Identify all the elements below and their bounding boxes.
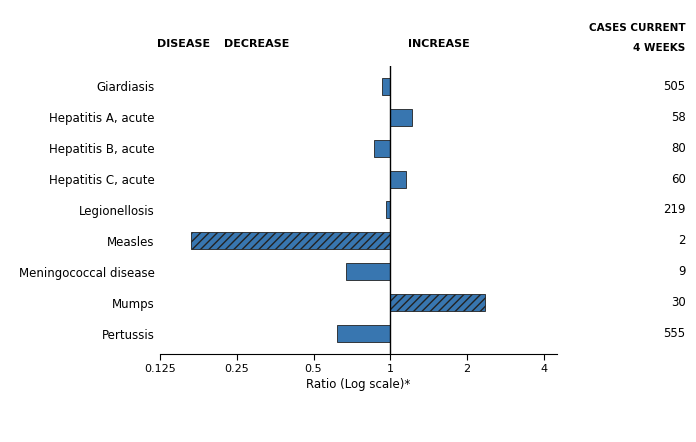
Text: 58: 58 [671,111,686,124]
Text: 2: 2 [678,234,686,248]
Bar [390,294,485,311]
Text: 219: 219 [663,203,686,217]
Bar [390,109,412,126]
Text: 555: 555 [663,327,686,340]
Bar [386,202,390,218]
Text: INCREASE: INCREASE [408,38,470,49]
X-axis label: Ratio (Log scale)*: Ratio (Log scale)* [306,378,411,391]
Bar [338,325,390,342]
Text: DISEASE: DISEASE [157,38,209,49]
Text: 4 WEEKS: 4 WEEKS [633,43,686,53]
Text: DECREASE: DECREASE [224,38,290,49]
Bar [390,171,406,187]
Text: 9: 9 [678,265,686,278]
Bar [346,263,390,280]
Text: 30: 30 [671,296,686,309]
Bar [382,78,390,95]
Bar [374,140,390,156]
Text: 60: 60 [671,172,686,186]
Bar [191,232,390,249]
Text: 505: 505 [663,80,686,93]
Text: 80: 80 [671,142,686,155]
Text: CASES CURRENT: CASES CURRENT [589,23,686,33]
